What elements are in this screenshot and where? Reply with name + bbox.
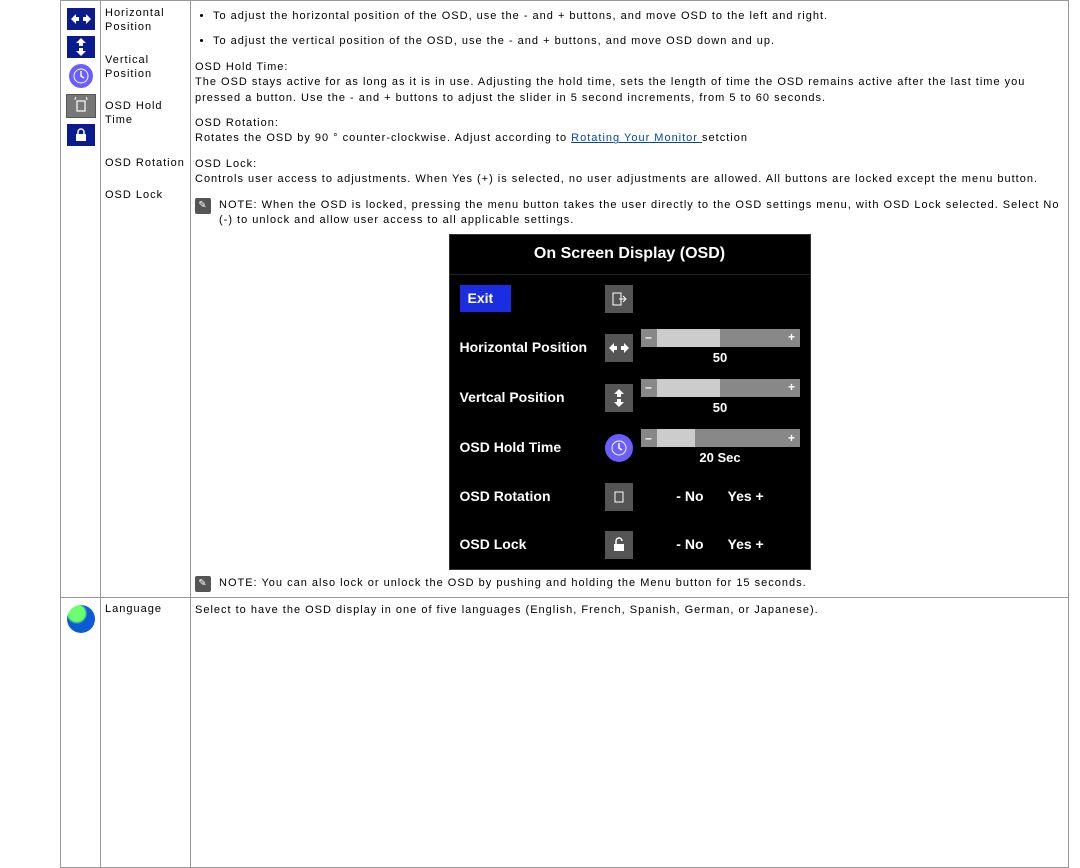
osd-row-rotation[interactable]: OSD Rotation - No Yes +: [450, 473, 810, 521]
bullet-vpos: To adjust the vertical position of the O…: [213, 34, 1064, 49]
sidebar-item-hold: OSD Hold Time: [105, 99, 186, 128]
plus-button[interactable]: +: [784, 379, 800, 397]
row1-icons-cell: [61, 1, 101, 598]
osd-rot-label: OSD Rotation: [460, 487, 605, 507]
osd-exit-label: Exit: [460, 285, 512, 313]
osd-clock-icon: [605, 434, 633, 462]
minus-button[interactable]: –: [641, 379, 657, 397]
osd-row-hold[interactable]: OSD Hold Time – + 20 Sec: [450, 423, 810, 473]
note-2-text: NOTE: You can also lock or unlock the OS…: [219, 576, 807, 592]
osd-rot-no[interactable]: - No: [676, 487, 703, 507]
row1-labels-cell: Horizontal Position Vertical Position OS…: [101, 1, 191, 598]
osd-lock-label: OSD Lock: [460, 535, 605, 555]
osd-hpos-icon: [605, 334, 633, 362]
osd-vpos-icon: [605, 384, 633, 412]
osd-rot-yes[interactable]: Yes +: [728, 487, 764, 507]
osd-row-hpos[interactable]: Horizontal Position – + 50: [450, 323, 810, 373]
horiz-arrows-icon: [67, 8, 95, 30]
row2-label-cell: Language: [101, 598, 191, 868]
osd-vpos-label: Vertcal Position: [460, 388, 605, 408]
sidebar-item-lock: OSD Lock: [105, 188, 186, 202]
osd-row-exit[interactable]: Exit: [450, 275, 810, 323]
osd-hpos-label: Horizontal Position: [460, 338, 605, 358]
row1-body: To adjust the horizontal position of the…: [191, 1, 1069, 598]
note-1-text: NOTE: When the OSD is locked, pressing t…: [219, 198, 1064, 229]
osd-hpos-value: 50: [641, 349, 800, 367]
osd-lock-yes[interactable]: Yes +: [728, 535, 764, 555]
minus-button[interactable]: –: [641, 329, 657, 347]
osd-vpos-value: 50: [641, 399, 800, 417]
plus-button[interactable]: +: [784, 429, 800, 447]
osd-title: On Screen Display (OSD): [450, 235, 810, 274]
row2-icon-cell: [61, 598, 101, 868]
lock-text: Controls user access to adjustments. Whe…: [195, 173, 1038, 185]
sidebar-item-language: Language: [105, 603, 162, 615]
osd-hold-label: OSD Hold Time: [460, 438, 605, 458]
slider-fill: [657, 329, 721, 347]
exit-icon: [605, 285, 633, 313]
rotation-icon: [66, 94, 96, 118]
sidebar-item-rot: OSD Rotation: [105, 156, 186, 170]
bullet-hpos: To adjust the horizontal position of the…: [213, 9, 1064, 24]
row2-body: Select to have the OSD display in one of…: [191, 598, 1069, 868]
note-2: ✎ NOTE: You can also lock or unlock the …: [195, 576, 1064, 592]
clock-icon: [69, 64, 93, 88]
osd-vpos-slider[interactable]: – +: [641, 379, 800, 397]
osd-unlock-icon: [605, 531, 633, 559]
rot-link[interactable]: Rotating Your Monitor: [571, 132, 702, 144]
lock-icon: [67, 124, 95, 146]
slider-fill: [657, 379, 721, 397]
hold-heading: OSD Hold Time:: [195, 61, 288, 73]
note-1: ✎ NOTE: When the OSD is locked, pressing…: [195, 198, 1064, 229]
note-icon: ✎: [195, 198, 211, 214]
rot-heading: OSD Rotation:: [195, 117, 279, 129]
osd-lock-no[interactable]: - No: [676, 535, 703, 555]
sidebar-item-hpos: Horizontal Position: [105, 6, 186, 35]
bullet-list: To adjust the horizontal position of the…: [213, 9, 1064, 50]
globe-icon: [67, 605, 95, 633]
osd-hold-value: 20 Sec: [641, 449, 800, 467]
plus-button[interactable]: +: [784, 329, 800, 347]
lock-heading: OSD Lock:: [195, 158, 257, 170]
osd-panel: On Screen Display (OSD) Exit Horizontal …: [449, 234, 811, 570]
sidebar-item-vpos: Vertical Position: [105, 53, 186, 82]
osd-row-vpos[interactable]: Vertcal Position – + 50: [450, 373, 810, 423]
vert-arrows-icon: [67, 36, 95, 58]
osd-hpos-slider[interactable]: – +: [641, 329, 800, 347]
language-text: Select to have the OSD display in one of…: [195, 604, 819, 616]
rot-suffix: setction: [702, 132, 748, 144]
osd-hold-slider[interactable]: – +: [641, 429, 800, 447]
slider-fill: [657, 429, 695, 447]
minus-button[interactable]: –: [641, 429, 657, 447]
osd-rot-icon: [605, 483, 633, 511]
hold-text: The OSD stays active for as long as it i…: [195, 76, 1025, 103]
note-icon: ✎: [195, 576, 211, 592]
rot-prefix: Rotates the OSD by 90 ° counter-clockwis…: [195, 132, 571, 144]
osd-row-lock[interactable]: OSD Lock - No Yes +: [450, 521, 810, 569]
